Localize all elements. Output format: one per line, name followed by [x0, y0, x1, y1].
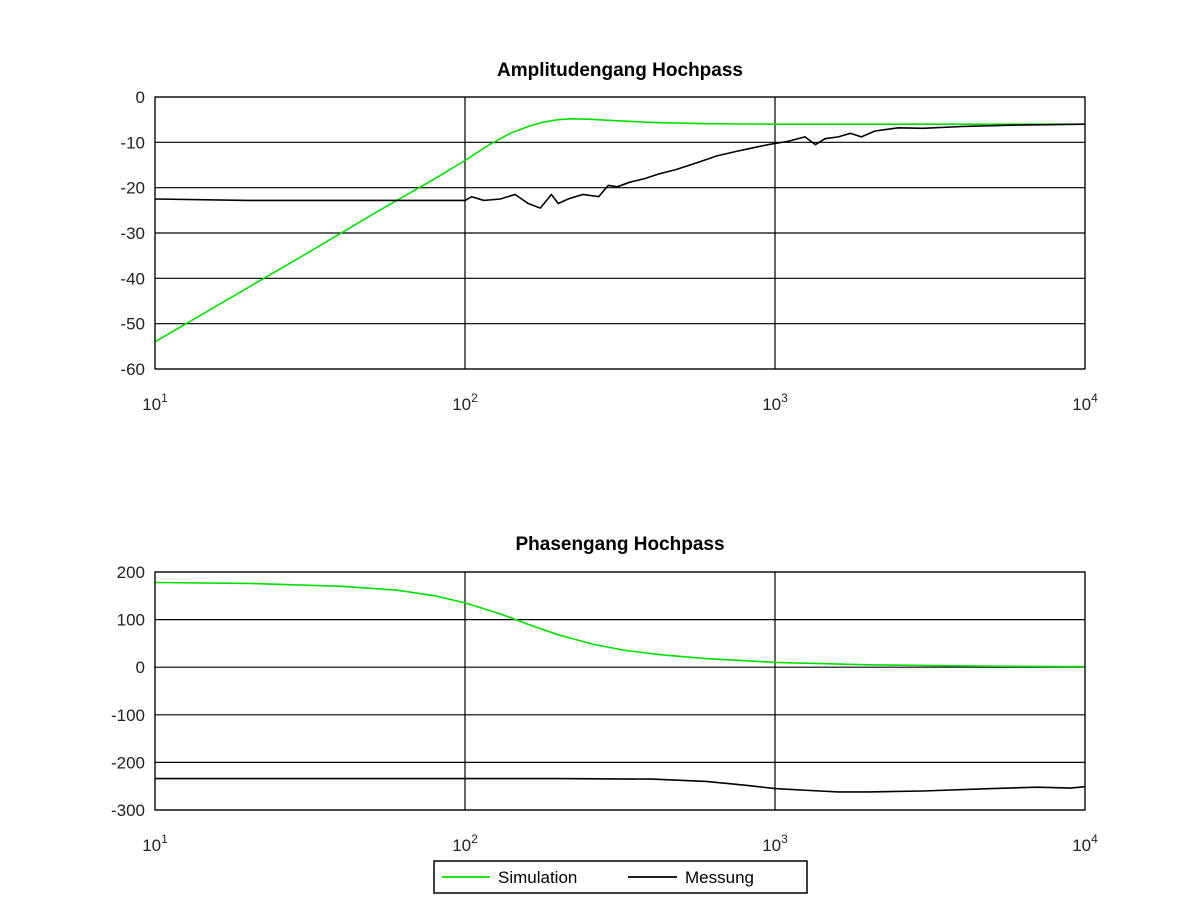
series-line-messung	[155, 777, 1085, 793]
y-tick-label: -60	[120, 360, 145, 379]
plot-frame	[154, 96, 1086, 370]
x-tick-base: 10	[142, 836, 161, 855]
amplitude-panel: Amplitudengang Hochpass 0 -10 -20 -30 -40 -50 -…	[120, 60, 1098, 414]
x-tick-label: 101	[142, 832, 168, 855]
x-tick-exponent: 4	[1091, 391, 1098, 405]
x-tick-label: 102	[452, 832, 478, 855]
y-tick-label: -300	[111, 801, 145, 820]
x-tick-exponent: 3	[781, 832, 788, 846]
legend: Simulation Messung	[433, 860, 808, 894]
y-tick-label: 0	[136, 658, 145, 677]
y-tick-label: -200	[111, 753, 145, 772]
x-tick-base: 10	[452, 836, 471, 855]
chart-title: Phasengang Hochpass	[515, 534, 724, 555]
y-tick-label: -40	[120, 269, 145, 288]
x-tick-base: 10	[1072, 836, 1091, 855]
x-tick-exponent: 1	[161, 832, 168, 846]
x-tick-base: 10	[762, 395, 781, 414]
series-line-messung	[155, 123, 1085, 210]
plot-frame	[154, 571, 1086, 811]
legend-label-messung: Messung	[685, 868, 754, 887]
y-tick-label: -100	[111, 706, 145, 725]
y-tick-label: -30	[120, 224, 145, 243]
y-tick-label: -20	[120, 179, 145, 198]
x-tick-base: 10	[762, 836, 781, 855]
y-tick-label: 100	[117, 611, 145, 630]
x-tick-exponent: 2	[471, 391, 478, 405]
x-tick-exponent: 4	[1091, 832, 1098, 846]
y-tick-label: -50	[120, 315, 145, 334]
x-tick-label: 103	[762, 391, 788, 414]
x-tick-base: 10	[142, 395, 161, 414]
x-tick-label: 104	[1072, 832, 1098, 855]
y-tick-label: -10	[120, 133, 145, 152]
x-tick-exponent: 3	[781, 391, 788, 405]
series-line-simulation	[155, 117, 1085, 343]
legend-box	[433, 860, 808, 894]
x-tick-label: 103	[762, 832, 788, 855]
plot-area	[155, 572, 1085, 810]
legend-label-simulation: Simulation	[498, 868, 577, 887]
y-tick-label: 0	[136, 88, 145, 107]
series-line-simulation	[155, 581, 1085, 668]
x-tick-base: 10	[1072, 395, 1091, 414]
y-tick-label: 200	[117, 563, 145, 582]
x-tick-label: 101	[142, 391, 168, 414]
x-tick-label: 102	[452, 391, 478, 414]
x-tick-label: 104	[1072, 391, 1098, 414]
chart-title: Amplitudengang Hochpass	[497, 60, 743, 81]
x-tick-exponent: 1	[161, 391, 168, 405]
x-tick-exponent: 2	[471, 832, 478, 846]
x-tick-base: 10	[452, 395, 471, 414]
phase-panel: Phasengang Hochpass 200 100 0 -100 -200 -300 10…	[111, 534, 1098, 855]
